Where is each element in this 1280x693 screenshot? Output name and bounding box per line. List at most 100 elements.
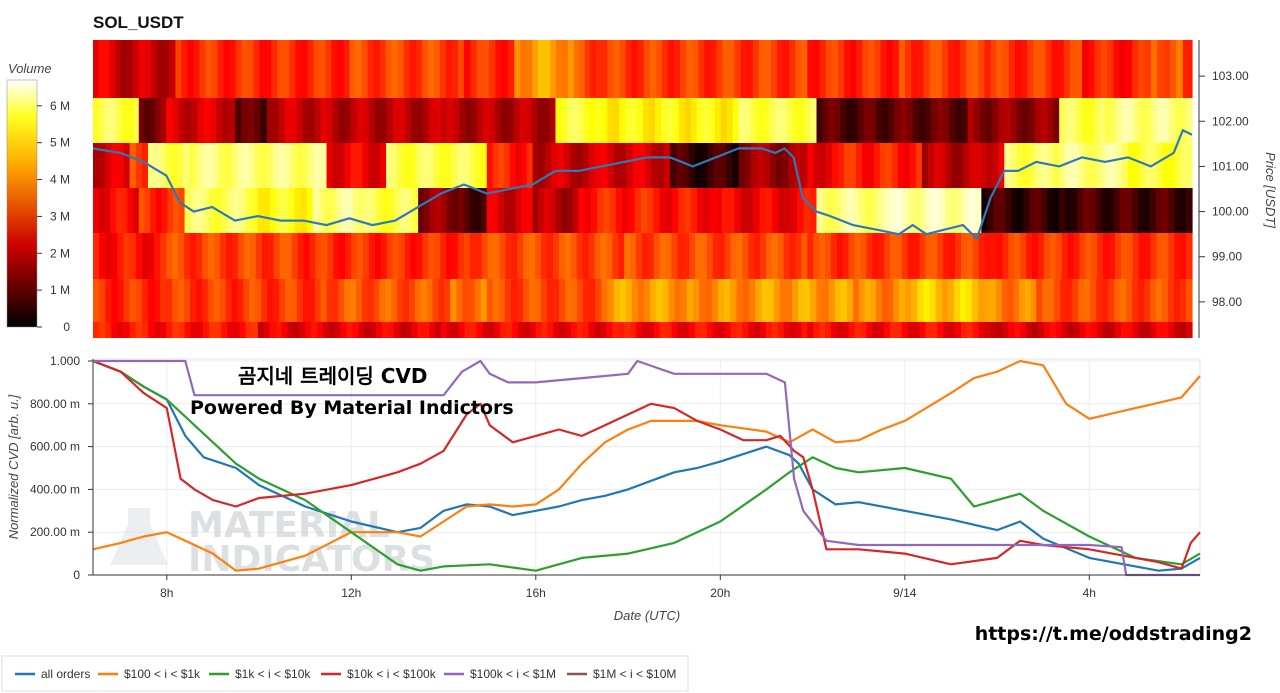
- heatmap-cell: [634, 188, 642, 233]
- heatmap-cell: [290, 143, 298, 188]
- heatmap-cell: [529, 322, 537, 338]
- heatmap-cell: [884, 322, 891, 338]
- heatmap-cell: [93, 279, 100, 322]
- heatmap-cell: [931, 233, 938, 279]
- heatmap-cell: [1180, 279, 1187, 322]
- heatmap-cell: [517, 233, 524, 279]
- heatmap-cell: [405, 322, 413, 338]
- heatmap-cell: [588, 233, 596, 279]
- heatmap-cell: [913, 233, 921, 279]
- heatmap-cell: [828, 98, 835, 143]
- heatmap-cell: [1005, 188, 1012, 233]
- heatmap-cell: [1162, 322, 1169, 338]
- heatmap-cell: [647, 233, 655, 279]
- heatmap-cell: [121, 188, 128, 233]
- heatmap-cell: [990, 279, 997, 322]
- heatmap-cell: [1151, 98, 1158, 143]
- heatmap-cell: [410, 233, 418, 279]
- watermark-line2: INDICATORS: [188, 539, 435, 580]
- heatmap-cell: [655, 40, 663, 98]
- heatmap-cell: [290, 279, 298, 322]
- heatmap-cell: [788, 143, 796, 188]
- heatmap-cell: [227, 188, 235, 233]
- heatmap-cell: [439, 40, 447, 98]
- heatmap: [93, 40, 1193, 338]
- heatmap-cell: [282, 188, 289, 233]
- heatmap-cell: [370, 188, 378, 233]
- telegram-link[interactable]: https://t.me/oddstrading2: [975, 623, 1252, 645]
- heatmap-cell: [266, 143, 274, 188]
- heatmap-cell: [462, 279, 470, 322]
- heatmap-cell: [777, 322, 785, 338]
- heatmap-cell: [943, 233, 950, 279]
- heatmap-cell: [355, 40, 363, 98]
- heatmap-cell: [453, 98, 460, 143]
- heatmap-cell: [955, 233, 962, 279]
- heatmap-cell: [309, 233, 317, 279]
- heatmap-cell: [531, 98, 539, 143]
- heatmap-cell: [864, 98, 871, 143]
- heatmap-cell: [421, 40, 429, 98]
- heatmap-cell: [903, 143, 911, 188]
- legend-item: $1k < i < $10k: [235, 667, 311, 681]
- heatmap-cell: [251, 322, 259, 338]
- heatmap-cell: [584, 98, 591, 143]
- heatmap-cell: [701, 143, 709, 188]
- heatmap-cell: [825, 143, 833, 188]
- x-tick-label: 12h: [341, 586, 361, 600]
- heatmap-cell: [350, 143, 357, 188]
- heatmap-cell: [219, 143, 226, 188]
- heatmap-cell: [150, 188, 157, 233]
- heatmap-cell: [712, 233, 720, 279]
- heatmap-cell: [1079, 322, 1086, 338]
- heatmap-cell: [906, 98, 914, 143]
- heatmap-cell: [173, 188, 180, 233]
- heatmap-cell: [736, 279, 744, 322]
- heatmap-cell: [322, 322, 330, 338]
- heatmap-cell: [859, 188, 866, 233]
- heatmap-cell: [1109, 233, 1116, 279]
- heatmap-cell: [571, 322, 578, 338]
- heatmap-cell: [1040, 143, 1048, 188]
- heatmap-cell: [469, 143, 476, 188]
- heatmap-cell: [753, 188, 761, 233]
- heatmap-cell: [255, 279, 262, 322]
- heatmap-cell: [260, 143, 268, 188]
- heatmap-cell: [117, 322, 125, 338]
- heatmap-cell: [1002, 40, 1010, 98]
- heatmap-cell: [133, 188, 140, 233]
- heatmap-cell: [314, 279, 322, 322]
- heatmap-cell: [144, 188, 151, 233]
- heatmap-cell: [1114, 233, 1122, 279]
- heatmap-cell: [803, 188, 811, 233]
- heatmap-cell: [516, 279, 524, 322]
- heatmap-cell: [547, 233, 554, 279]
- heatmap-cell: [149, 98, 156, 143]
- heatmap-cell: [998, 98, 1005, 143]
- heatmap-cell: [450, 279, 457, 322]
- heatmap-cell: [657, 143, 665, 188]
- heatmap-cell: [1063, 40, 1071, 98]
- heatmap-cell: [364, 188, 372, 233]
- heatmap-cell: [872, 322, 879, 338]
- heatmap-cell: [830, 233, 838, 279]
- heatmap-cell: [622, 188, 629, 233]
- price-axis-label: Price [USDT]: [1263, 152, 1278, 228]
- heatmap-cell: [724, 233, 732, 279]
- heatmap-cell: [960, 322, 968, 338]
- heatmap-cell: [492, 143, 499, 188]
- heatmap-cell: [666, 98, 674, 143]
- heatmap-cell: [925, 233, 933, 279]
- heatmap-cell: [628, 188, 636, 233]
- heatmap-cell: [423, 322, 430, 338]
- heatmap-cell: [550, 40, 557, 98]
- heatmap-cell: [613, 98, 620, 143]
- heatmap-cell: [953, 40, 961, 98]
- heatmap-cell: [607, 279, 615, 322]
- heatmap-cell: [923, 40, 931, 98]
- heatmap-cell: [476, 40, 484, 98]
- heatmap-cell: [1067, 233, 1075, 279]
- heatmap-cell: [404, 98, 412, 143]
- heatmap-cell: [1120, 233, 1128, 279]
- heatmap-cell: [684, 188, 692, 233]
